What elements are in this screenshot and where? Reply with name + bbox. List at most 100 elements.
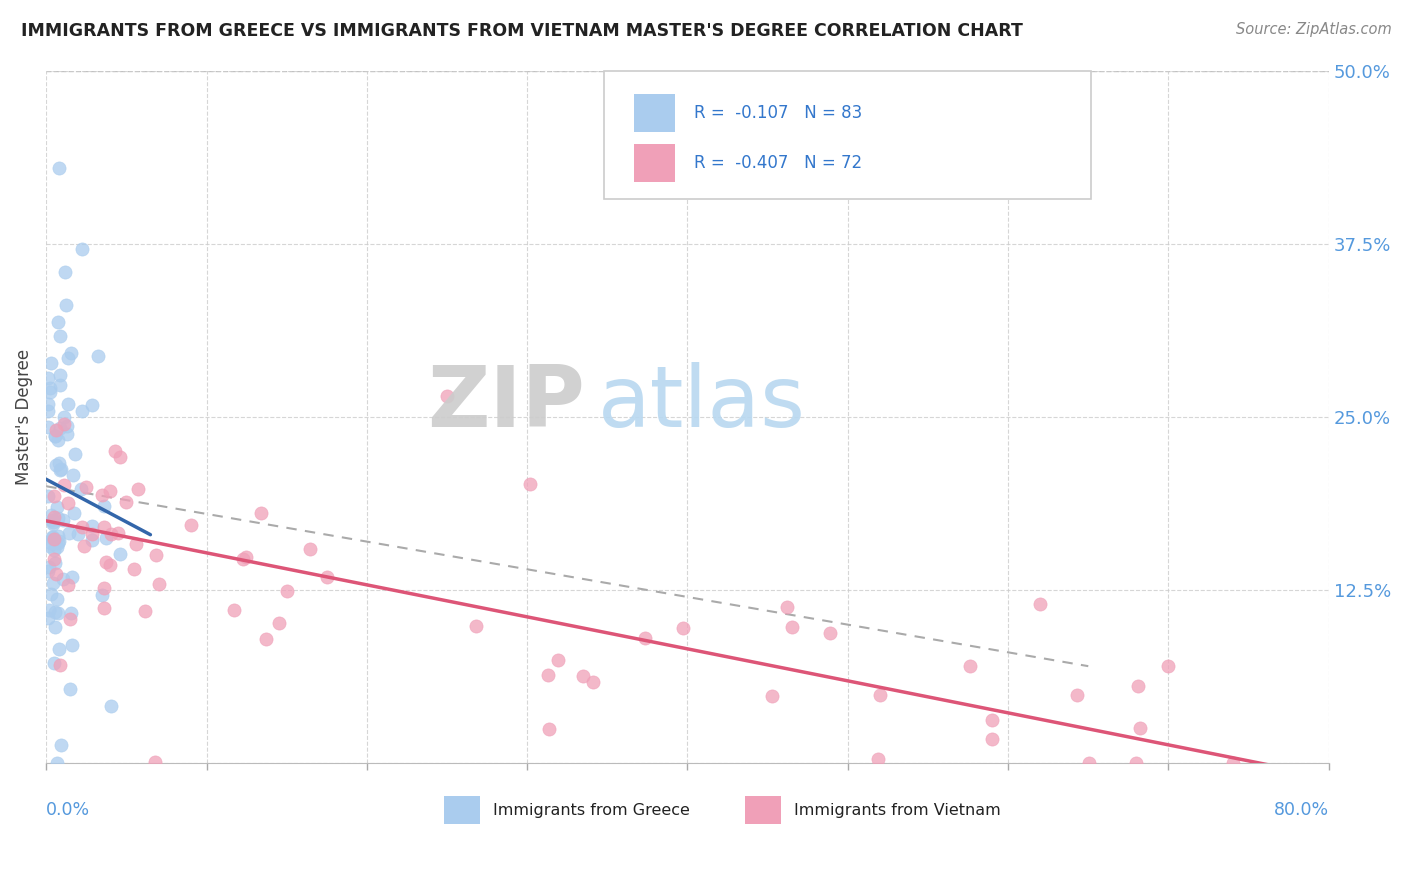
Point bbox=[51, 572, 73, 586]
Point bbox=[1078, 756, 1101, 770]
Point bbox=[53, 417, 76, 431]
Point bbox=[55, 298, 77, 312]
Point bbox=[98, 558, 121, 572]
Point bbox=[1157, 659, 1180, 673]
Point bbox=[180, 518, 202, 533]
Point bbox=[56, 351, 79, 365]
Point bbox=[980, 731, 1002, 746]
Point bbox=[44, 556, 66, 570]
Point bbox=[143, 755, 166, 769]
Point bbox=[94, 531, 117, 545]
Point bbox=[94, 555, 117, 569]
Bar bbox=[745, 797, 782, 824]
Point bbox=[48, 642, 70, 657]
Point bbox=[869, 688, 891, 702]
Point bbox=[65, 447, 87, 461]
Point bbox=[63, 507, 86, 521]
Point bbox=[537, 668, 560, 682]
Point bbox=[60, 638, 83, 652]
Point bbox=[49, 463, 72, 477]
Point bbox=[39, 381, 62, 395]
Point bbox=[58, 397, 80, 411]
Point bbox=[93, 519, 115, 533]
Point bbox=[250, 506, 273, 520]
Point bbox=[1128, 679, 1150, 693]
Point bbox=[59, 682, 82, 697]
Point bbox=[44, 605, 66, 619]
Point bbox=[60, 570, 83, 584]
Point bbox=[45, 423, 67, 437]
Point bbox=[38, 559, 60, 574]
Point bbox=[45, 566, 67, 581]
Point bbox=[44, 429, 66, 443]
Point bbox=[818, 625, 841, 640]
Point bbox=[48, 420, 70, 434]
Point bbox=[44, 510, 66, 524]
Point bbox=[235, 550, 257, 565]
Point bbox=[38, 603, 60, 617]
Point bbox=[100, 527, 122, 541]
Point bbox=[44, 428, 66, 442]
Point bbox=[93, 600, 115, 615]
Point bbox=[299, 541, 322, 556]
Point bbox=[44, 532, 66, 546]
Point bbox=[39, 508, 62, 522]
Text: 80.0%: 80.0% bbox=[1274, 801, 1329, 819]
Point bbox=[48, 533, 70, 548]
Point bbox=[41, 513, 63, 527]
Point bbox=[66, 527, 89, 541]
Text: R =  -0.407   N = 72: R = -0.407 N = 72 bbox=[695, 154, 862, 172]
Point bbox=[48, 315, 70, 329]
Point bbox=[82, 518, 104, 533]
Point bbox=[104, 444, 127, 458]
Point bbox=[62, 468, 84, 483]
Point bbox=[776, 599, 799, 614]
Point bbox=[42, 517, 65, 532]
Point bbox=[91, 589, 114, 603]
Point bbox=[107, 525, 129, 540]
Point bbox=[222, 603, 245, 617]
Point bbox=[267, 616, 290, 631]
Point bbox=[41, 530, 63, 544]
Point bbox=[49, 328, 72, 343]
Text: Source: ZipAtlas.com: Source: ZipAtlas.com bbox=[1236, 22, 1392, 37]
Point bbox=[48, 657, 70, 672]
Point bbox=[148, 577, 170, 591]
Point bbox=[82, 526, 104, 541]
Y-axis label: Master's Degree: Master's Degree bbox=[15, 349, 32, 485]
Point bbox=[56, 419, 79, 434]
Point bbox=[48, 161, 70, 175]
Bar bbox=[634, 94, 675, 132]
Point bbox=[70, 404, 93, 418]
Point bbox=[1029, 597, 1052, 611]
Point bbox=[38, 539, 60, 553]
Point bbox=[519, 476, 541, 491]
Point bbox=[1129, 721, 1152, 735]
Point bbox=[82, 533, 104, 547]
Point bbox=[49, 462, 72, 476]
Text: ZIP: ZIP bbox=[427, 362, 585, 445]
Point bbox=[44, 490, 66, 504]
Point bbox=[59, 606, 82, 620]
Point bbox=[55, 265, 77, 279]
Point bbox=[56, 496, 79, 510]
Point bbox=[38, 384, 60, 399]
Point bbox=[37, 397, 59, 411]
Text: Immigrants from Greece: Immigrants from Greece bbox=[492, 803, 689, 818]
Point bbox=[1066, 688, 1088, 702]
Point bbox=[582, 675, 605, 690]
Point bbox=[86, 349, 108, 363]
Point bbox=[39, 356, 62, 370]
Point bbox=[46, 529, 69, 543]
Point bbox=[70, 482, 93, 496]
Point bbox=[115, 495, 138, 509]
Point bbox=[46, 510, 69, 524]
Point bbox=[1222, 756, 1244, 770]
Point bbox=[52, 513, 75, 527]
Point bbox=[56, 426, 79, 441]
Point bbox=[42, 532, 65, 546]
Point bbox=[37, 371, 59, 385]
Point bbox=[436, 389, 458, 403]
Point bbox=[127, 482, 149, 496]
Point bbox=[108, 547, 131, 561]
